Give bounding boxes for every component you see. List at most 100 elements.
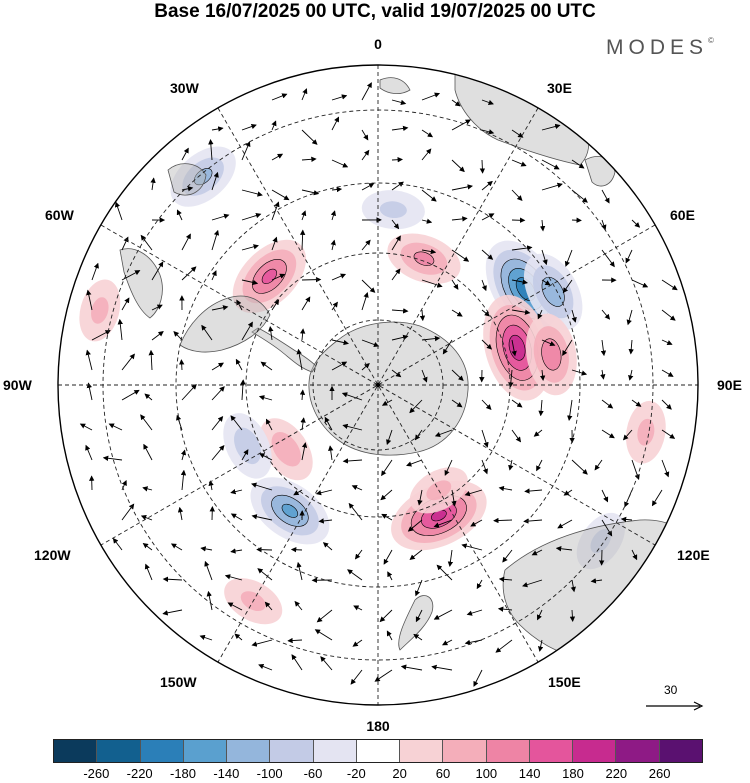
- wind-vector-arrow: [211, 415, 224, 431]
- wind-vector-arrow: [353, 605, 363, 611]
- wind-vector-arrow: [466, 609, 483, 616]
- colorbar-tick-label: -140: [213, 766, 240, 781]
- wind-vector-arrow: [481, 429, 489, 448]
- wind-vector-arrow: [419, 309, 426, 322]
- wind-vector-arrow: [241, 123, 257, 131]
- wind-vector-arrow: [631, 399, 642, 407]
- wind-vector-arrow: [324, 416, 333, 431]
- colorbar-swatch: [97, 740, 141, 762]
- geopotential-anomaly-layer: [79, 146, 666, 625]
- anomaly-contour: [193, 168, 213, 186]
- wind-vector-arrow: [563, 489, 573, 496]
- wind-vector-arrow: [211, 386, 225, 401]
- wind-vector-arrow: [170, 543, 183, 551]
- wind-vector-arrow: [350, 669, 363, 685]
- wind-vector-arrow: [258, 663, 273, 671]
- wind-vector-arrow: [601, 249, 615, 268]
- wind-vector-arrow: [121, 389, 140, 401]
- wind-vector-arrow: [256, 546, 273, 553]
- pole-marker: [375, 382, 381, 388]
- wind-vector-arrow: [271, 189, 290, 201]
- wind-vector-arrow: [241, 321, 253, 341]
- wind-vector-arrow: [361, 149, 370, 161]
- wind-vector-arrow: [301, 296, 311, 311]
- wind-vector-arrow: [201, 324, 213, 341]
- wind-vector-arrow: [341, 392, 363, 401]
- wind-vector-arrow: [391, 235, 401, 251]
- wind-vector-arrow: [386, 630, 393, 641]
- wind-vector-arrow: [601, 309, 611, 320]
- meridian-30e-150w: [217, 107, 539, 663]
- wind-vector-arrow: [451, 309, 463, 317]
- wind-vector-arrow: [208, 139, 214, 161]
- wind-vector-arrow: [479, 159, 486, 174]
- positive-anomaly: [625, 400, 666, 464]
- wind-vector-arrow: [511, 159, 527, 167]
- wind-vector-arrow: [140, 414, 153, 431]
- wind-vector-arrow: [361, 292, 369, 311]
- wind-vector-arrow: [601, 489, 609, 503]
- wind-vector-arrow: [569, 609, 576, 622]
- wind-vector-arrow: [631, 219, 641, 228]
- wind-vector-arrow: [299, 328, 306, 341]
- wind-vector-arrow: [601, 429, 615, 439]
- negative-anomaly: [223, 413, 272, 479]
- wind-vector-arrow: [301, 442, 308, 461]
- wind-vector-arrow: [121, 297, 130, 311]
- wind-vector-arrow: [407, 519, 423, 532]
- wind-vector-arrow: [415, 609, 423, 623]
- lon-label-0: 0: [374, 36, 382, 52]
- wind-vector-arrow: [251, 514, 273, 521]
- modes-logo: MODES©: [606, 36, 714, 60]
- wind-vector-arrow: [541, 182, 563, 191]
- wind-vector-arrow: [571, 309, 577, 323]
- lon-label-120e: 120E: [677, 547, 710, 563]
- wind-vector-arrow: [211, 270, 217, 281]
- wind-vector-arrow: [537, 639, 544, 652]
- wind-vector-arrow: [631, 279, 649, 288]
- wind-vector-arrow: [464, 489, 483, 497]
- colorbar-tick-label: -100: [256, 766, 283, 781]
- colorbar-tick-label: 260: [648, 766, 671, 781]
- wind-vector-layer: [79, 82, 678, 687]
- colorbar-swatch: [400, 740, 444, 762]
- wind-vector-arrow: [143, 443, 153, 461]
- map-border: [57, 64, 699, 706]
- wind-vector-arrow: [181, 186, 194, 192]
- wind-vector-arrow: [331, 301, 338, 311]
- wind-vector-arrow: [511, 339, 517, 357]
- wind-vector-arrow: [590, 578, 603, 584]
- south-georgia-land: [167, 163, 207, 196]
- wind-vector-arrow: [414, 429, 423, 441]
- wind-vector-arrow: [502, 549, 513, 563]
- lon-label-150w: 150W: [160, 674, 197, 690]
- wind-vector-arrow: [442, 639, 453, 646]
- wind-vector-arrow: [481, 339, 493, 350]
- wind-vector-arrow: [258, 395, 273, 401]
- wind-vector-arrow: [442, 339, 453, 355]
- wind-vector-arrow: [331, 94, 348, 101]
- lon-label-60w: 60W: [45, 207, 74, 223]
- colorbar-tick-label: -20: [346, 766, 366, 781]
- wind-vector-arrow: [211, 171, 219, 191]
- wind-vector-arrow: [330, 210, 336, 221]
- wind-vector-arrow: [481, 180, 493, 191]
- wind-vector-arrow: [594, 459, 603, 471]
- colorbar-tick-label: -220: [126, 766, 153, 781]
- wind-vector-arrow: [361, 82, 372, 101]
- wind-vector-arrow: [601, 189, 610, 204]
- wind-vector-arrow: [331, 273, 347, 281]
- wind-vector-arrow: [444, 459, 453, 476]
- anomaly-contour: [91, 297, 109, 324]
- wind-vector-arrow: [299, 229, 306, 251]
- wind-vector-arrow: [318, 518, 333, 524]
- reference-vector-arrow: [646, 701, 704, 711]
- wind-vector-arrow: [91, 330, 111, 341]
- colorbar-swatch: [659, 740, 702, 762]
- wind-vector-arrow: [661, 369, 674, 377]
- wind-vector-arrow: [230, 488, 243, 495]
- wind-vector-arrow: [268, 326, 274, 341]
- wind-vector-arrow: [352, 639, 363, 647]
- wind-vector-arrow: [121, 236, 129, 251]
- wind-vector-arrow: [251, 482, 273, 491]
